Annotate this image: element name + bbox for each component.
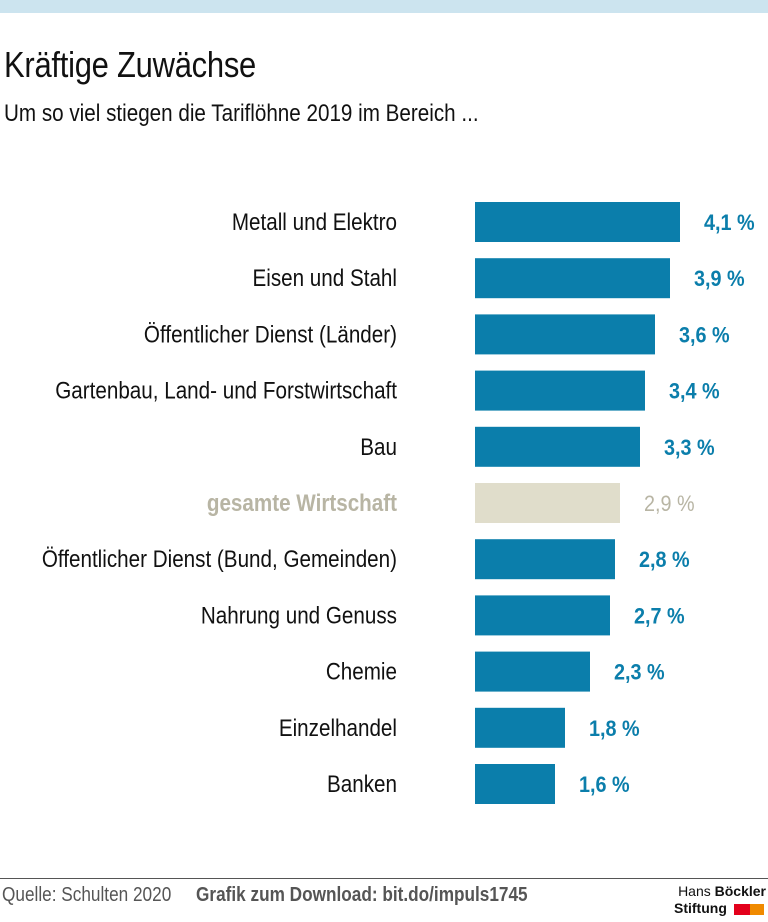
category-label: Einzelhandel — [279, 714, 397, 741]
value-label: 2,9 % — [644, 492, 695, 516]
logo-boeckler: Böckler — [714, 883, 766, 899]
value-label: 1,6 % — [579, 773, 630, 797]
category-label: Öffentlicher Dienst (Länder) — [144, 321, 397, 348]
bar — [475, 707, 565, 748]
logo-stiftung: Stiftung — [674, 900, 727, 916]
bar-chart: Metall und Elektro 4,1 % Eisen und Stahl 3,… — [42, 202, 755, 804]
category-label: Metall und Elektro — [232, 209, 397, 236]
chart-subtitle: Um so viel stiegen die Tariflöhne 2019 i… — [4, 100, 479, 127]
logo-line1: Hans Böckler — [678, 883, 766, 899]
value-label: 3,4 % — [669, 380, 720, 404]
footer-divider — [0, 878, 768, 879]
bar — [475, 651, 590, 692]
top-band — [0, 0, 768, 13]
value-label: 3,6 % — [679, 323, 730, 347]
category-label: Banken — [327, 771, 397, 798]
bar — [475, 370, 645, 411]
bar — [475, 595, 610, 636]
value-label: 4,1 % — [704, 211, 755, 235]
category-label: Eisen und Stahl — [252, 265, 397, 292]
category-label: Nahrung und Genuss — [201, 602, 397, 629]
value-label: 1,8 % — [589, 717, 640, 741]
download-link[interactable]: Grafik zum Download: bit.do/impuls1745 — [196, 884, 528, 906]
bar-highlight — [475, 483, 620, 523]
logo-orange-block — [750, 904, 764, 915]
value-label: 2,8 % — [639, 548, 690, 572]
value-label: 3,3 % — [664, 436, 715, 460]
source-note: Quelle: Schulten 2020 — [2, 884, 172, 906]
value-label: 3,9 % — [694, 267, 745, 291]
hans-boeckler-logo: Hans Böckler Stiftung — [674, 883, 766, 919]
category-label: Öffentlicher Dienst (Bund, Gemeinden) — [42, 546, 397, 573]
category-label: Bau — [360, 433, 397, 460]
bar — [475, 258, 670, 299]
bar — [475, 314, 655, 355]
bar — [475, 764, 555, 804]
bar — [475, 539, 615, 580]
value-label: 2,3 % — [614, 661, 665, 685]
chart-title: Kräftige Zuwächse — [4, 44, 257, 85]
category-label: Gartenbau, Land- und Forstwirtschaft — [55, 377, 397, 404]
value-label: 2,7 % — [634, 604, 685, 628]
bar — [475, 426, 640, 467]
logo-hans: Hans — [678, 883, 711, 899]
category-label: gesamte Wirtschaft — [207, 490, 398, 517]
bar — [475, 202, 680, 242]
logo-red-block — [734, 904, 750, 915]
category-label: Chemie — [326, 658, 397, 685]
